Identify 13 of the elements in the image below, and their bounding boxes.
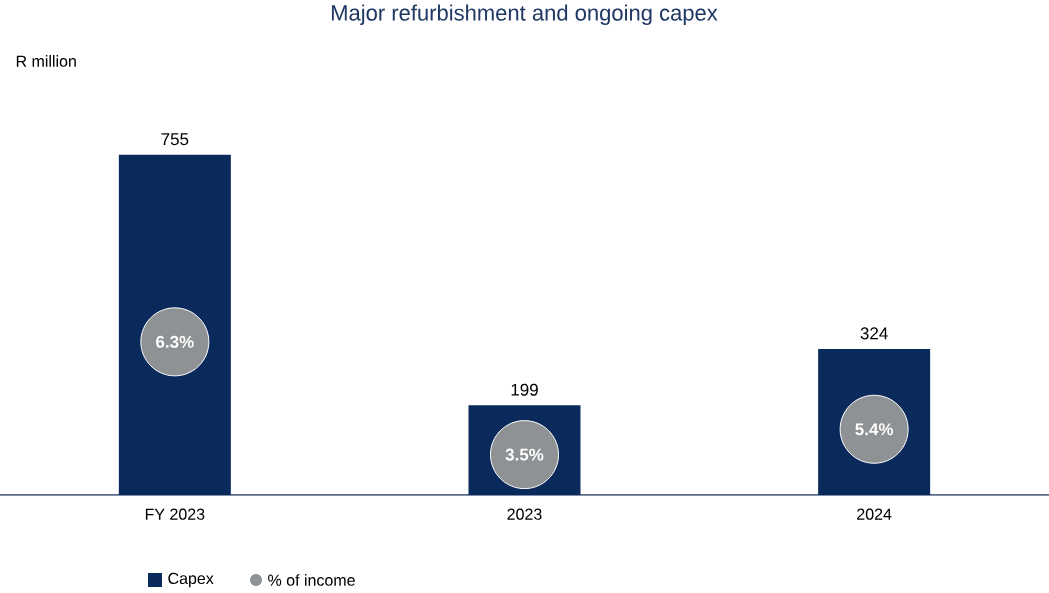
- x-tick-label: 2024: [857, 508, 892, 520]
- text: R million: [16, 55, 76, 67]
- x-tick-label: FY 2023: [145, 508, 205, 520]
- annotation: 5.4%: [855, 423, 894, 436]
- annotation: 3.5%: [505, 448, 544, 461]
- text: % of income: [268, 574, 355, 586]
- data-label: 199: [511, 383, 538, 396]
- data-label: 755: [161, 133, 189, 146]
- chart-title: Major refurbishment and ongoing capex: [331, 4, 718, 26]
- annotation: 6.3%: [156, 335, 194, 348]
- legend-label: Capex: [168, 572, 214, 588]
- data-label: 324: [860, 327, 888, 340]
- x-tick-label: 2023: [507, 508, 542, 520]
